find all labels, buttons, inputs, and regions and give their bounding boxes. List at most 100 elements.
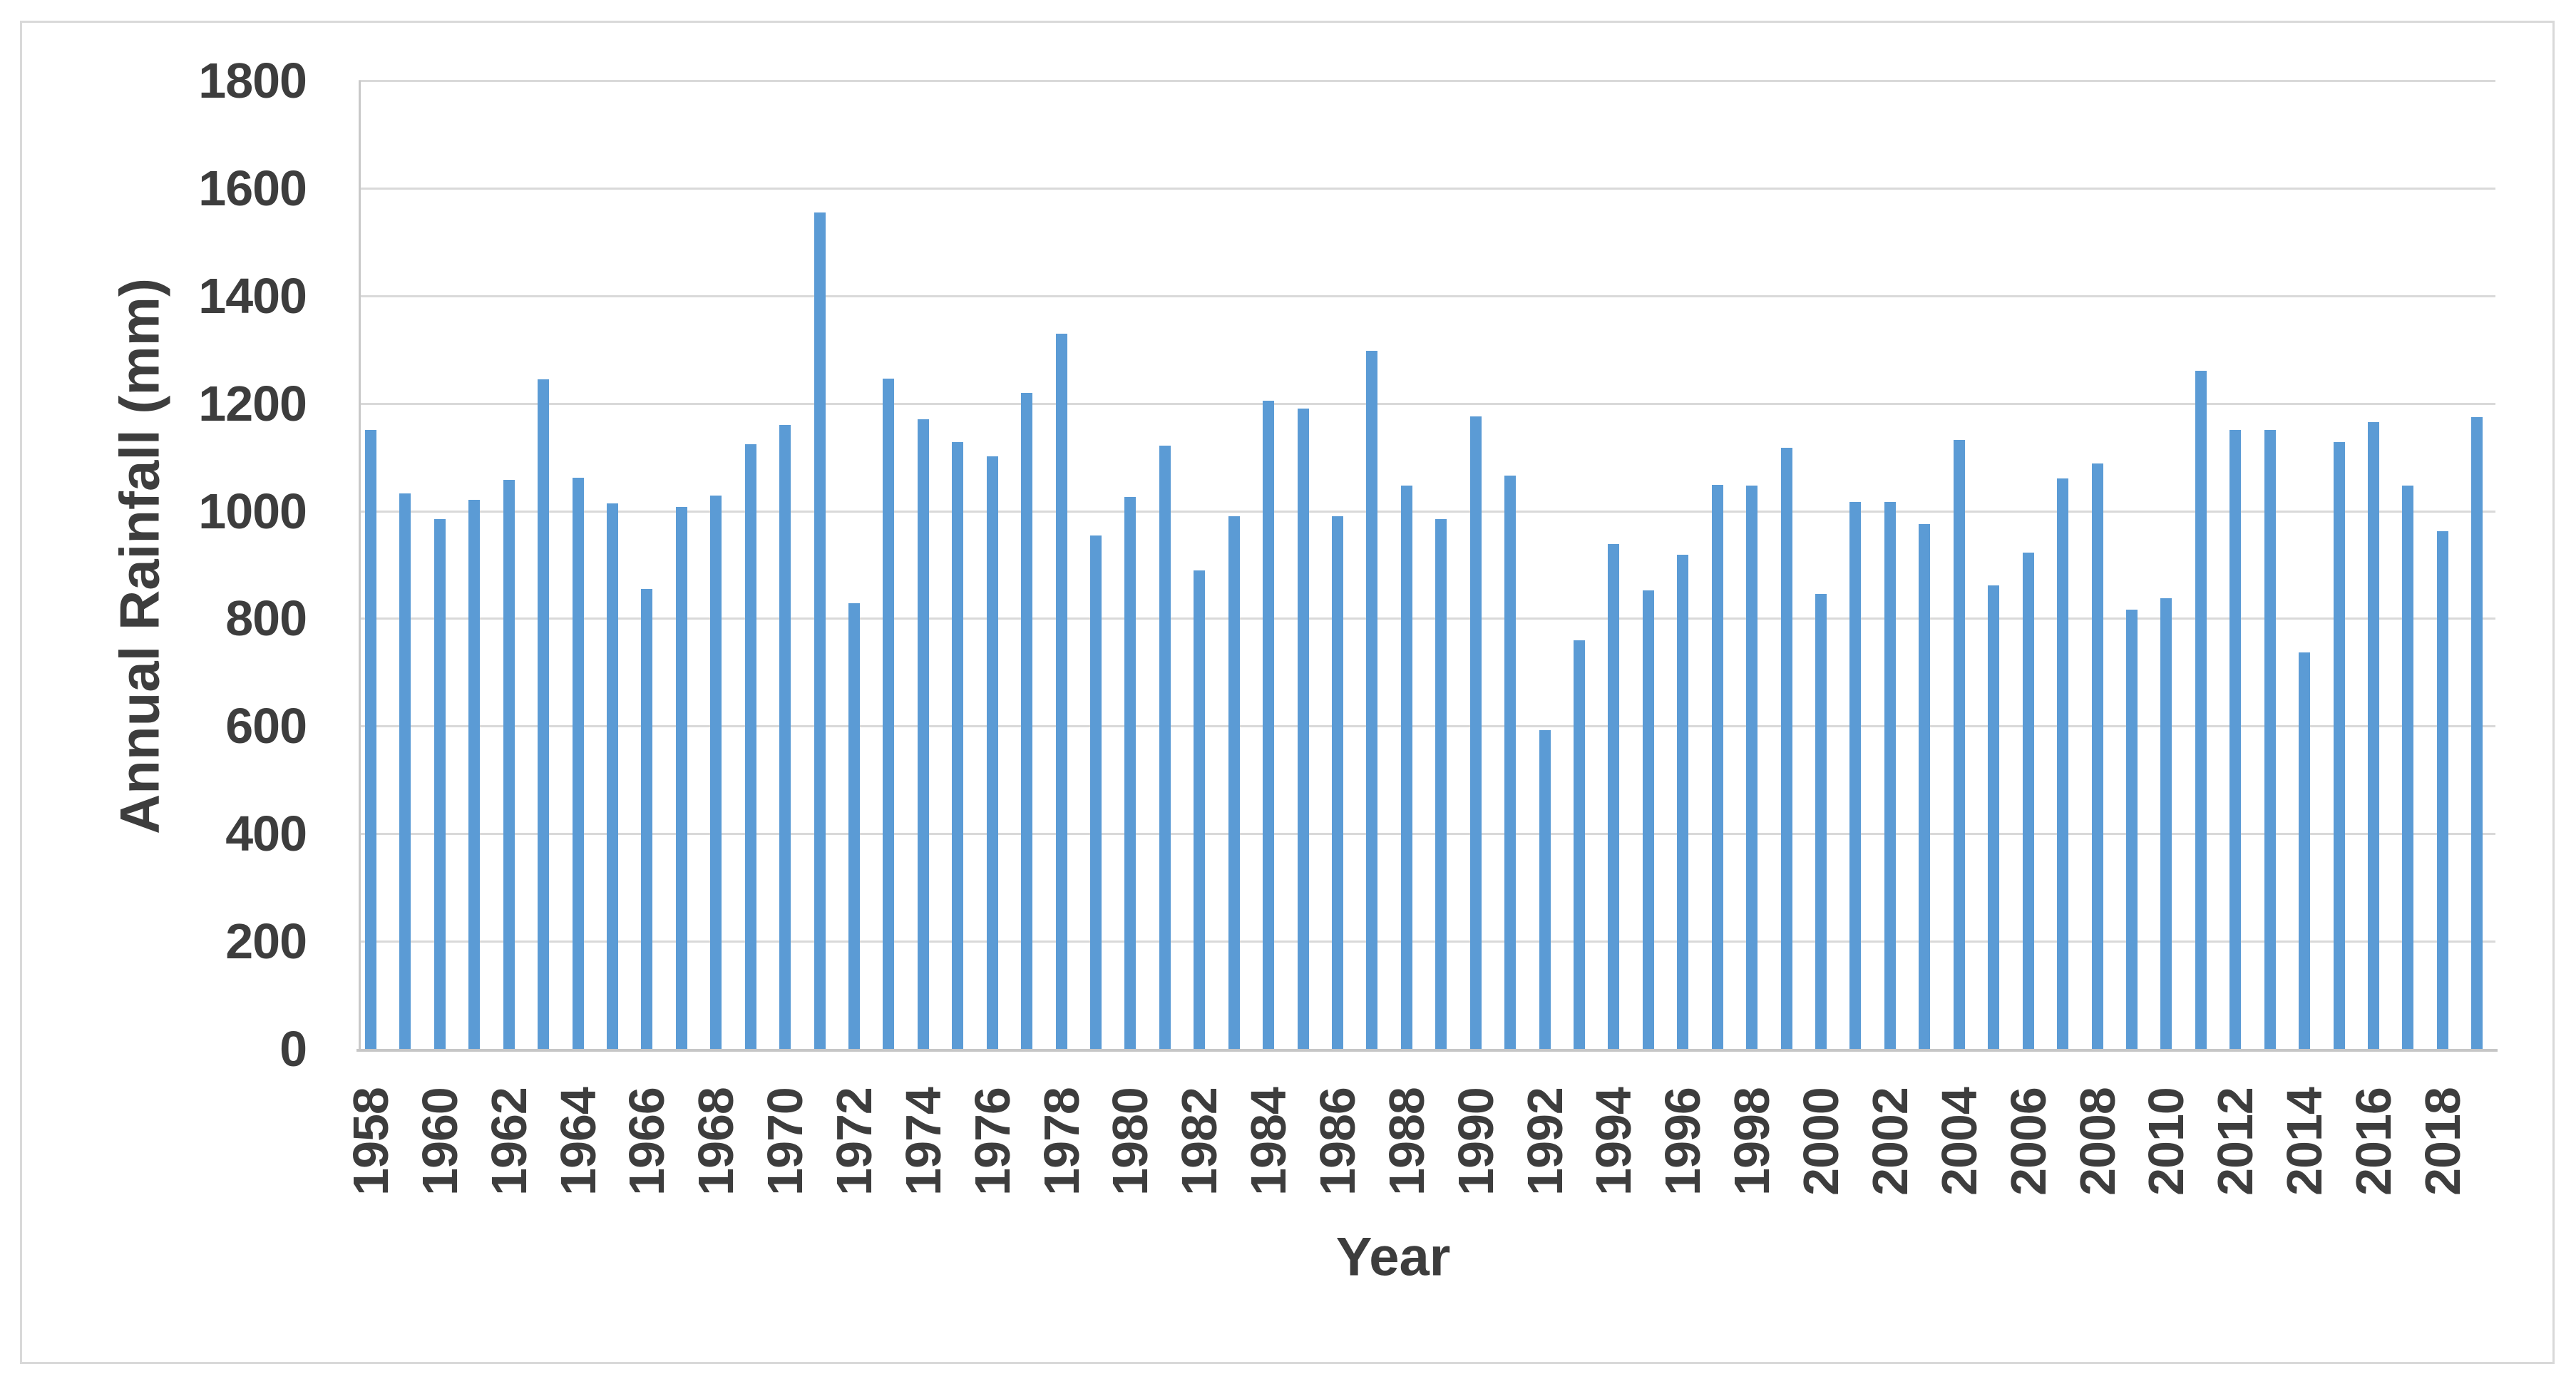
y-axis-title: Annual Rainfall (mm) bbox=[108, 277, 171, 835]
gridline-1600 bbox=[359, 187, 2495, 190]
y-tick-label-1400: 1400 bbox=[198, 267, 307, 324]
bar-1967 bbox=[675, 506, 687, 1049]
bar-2007 bbox=[2057, 478, 2069, 1049]
x-tick-label-1974: 1974 bbox=[895, 1087, 951, 1196]
y-tick-label-200: 200 bbox=[225, 913, 307, 970]
bar-2018 bbox=[2436, 531, 2448, 1049]
x-tick-label-1998: 1998 bbox=[1724, 1087, 1780, 1196]
x-tick-label-1988: 1988 bbox=[1378, 1087, 1435, 1196]
y-tick-label-1800: 1800 bbox=[198, 53, 307, 108]
bar-1981 bbox=[1159, 445, 1171, 1049]
bar-1991 bbox=[1504, 475, 1517, 1049]
y-tick-label-1200: 1200 bbox=[198, 375, 307, 431]
bar-1965 bbox=[607, 503, 618, 1049]
x-tick-label-1964: 1964 bbox=[550, 1087, 606, 1196]
y-tick-label-1000: 1000 bbox=[198, 483, 307, 539]
bar-2010 bbox=[2160, 598, 2172, 1049]
gridline-800 bbox=[359, 617, 2495, 620]
x-tick-label-1962: 1962 bbox=[481, 1087, 537, 1196]
bar-2017 bbox=[2402, 486, 2414, 1049]
x-tick-label-1968: 1968 bbox=[688, 1087, 744, 1196]
x-tick-label-1970: 1970 bbox=[757, 1087, 814, 1196]
bar-1964 bbox=[572, 477, 584, 1049]
y-tick-label-600: 600 bbox=[225, 698, 307, 754]
gridline-1800 bbox=[359, 80, 2495, 82]
x-tick-label-2018: 2018 bbox=[2414, 1087, 2470, 1196]
bar-1998 bbox=[1746, 486, 1758, 1049]
bar-2005 bbox=[1988, 585, 2000, 1049]
bar-2014 bbox=[2299, 652, 2311, 1049]
bar-2008 bbox=[2091, 463, 2103, 1049]
x-tick-label-1972: 1972 bbox=[826, 1087, 883, 1196]
bar-1985 bbox=[1297, 409, 1309, 1049]
bar-1999 bbox=[1780, 447, 1792, 1049]
y-tick-label-0: 0 bbox=[279, 1021, 307, 1077]
x-tick-label-1960: 1960 bbox=[411, 1087, 468, 1196]
bar-2009 bbox=[2125, 610, 2138, 1049]
x-tick-label-2012: 2012 bbox=[2207, 1087, 2264, 1196]
bar-1983 bbox=[1228, 516, 1240, 1049]
x-tick-label-1980: 1980 bbox=[1102, 1087, 1159, 1196]
bar-2019 bbox=[2471, 416, 2483, 1049]
bar-1970 bbox=[779, 424, 791, 1049]
bar-1977 bbox=[1021, 392, 1033, 1049]
bar-1994 bbox=[1608, 544, 1620, 1049]
plot-area bbox=[356, 80, 2498, 1052]
bar-2013 bbox=[2264, 430, 2276, 1049]
bar-1966 bbox=[641, 588, 653, 1049]
x-tick-label-1966: 1966 bbox=[619, 1087, 675, 1196]
bar-1959 bbox=[399, 493, 411, 1049]
x-axis-title: Year bbox=[1335, 1226, 1451, 1288]
bar-2006 bbox=[2022, 553, 2034, 1049]
bar-1962 bbox=[503, 479, 515, 1049]
bar-1971 bbox=[814, 212, 826, 1049]
bar-1997 bbox=[1711, 485, 1723, 1049]
bar-2003 bbox=[1919, 524, 1931, 1049]
bar-1990 bbox=[1469, 416, 1482, 1049]
bar-1973 bbox=[883, 378, 895, 1049]
bar-1960 bbox=[433, 518, 446, 1049]
x-tick-label-1992: 1992 bbox=[1517, 1087, 1573, 1196]
x-tick-label-1976: 1976 bbox=[964, 1087, 1020, 1196]
bar-1958 bbox=[365, 430, 376, 1049]
bar-1982 bbox=[1194, 570, 1206, 1049]
x-tick-label-2010: 2010 bbox=[2138, 1087, 2195, 1196]
x-tick-label-1984: 1984 bbox=[1241, 1087, 1297, 1196]
y-axis-line bbox=[359, 81, 361, 1051]
x-tick-label-2006: 2006 bbox=[2000, 1087, 2056, 1196]
x-tick-label-2000: 2000 bbox=[1793, 1087, 1849, 1196]
y-tick-label-1600: 1600 bbox=[198, 160, 307, 216]
bar-2001 bbox=[1849, 501, 1862, 1049]
x-tick-label-2004: 2004 bbox=[1931, 1087, 1987, 1196]
bar-1980 bbox=[1124, 496, 1136, 1049]
bar-1963 bbox=[538, 379, 550, 1049]
bar-1987 bbox=[1366, 350, 1378, 1049]
bar-1972 bbox=[848, 603, 861, 1049]
x-tick-label-1958: 1958 bbox=[343, 1087, 399, 1196]
x-axis-line bbox=[356, 1049, 2498, 1052]
bar-1975 bbox=[952, 441, 964, 1049]
bar-1992 bbox=[1539, 730, 1551, 1049]
x-tick-label-1996: 1996 bbox=[1655, 1087, 1711, 1196]
x-tick-label-2008: 2008 bbox=[2069, 1087, 2125, 1196]
bar-1961 bbox=[468, 500, 481, 1049]
gridline-600 bbox=[359, 725, 2495, 728]
bar-1995 bbox=[1642, 590, 1654, 1049]
bar-1988 bbox=[1400, 486, 1412, 1049]
y-tick-label-400: 400 bbox=[225, 806, 307, 862]
x-tick-label-2014: 2014 bbox=[2277, 1087, 2333, 1196]
bar-1978 bbox=[1055, 333, 1067, 1049]
gridline-1000 bbox=[359, 510, 2495, 513]
x-tick-label-1982: 1982 bbox=[1171, 1087, 1228, 1196]
bar-2015 bbox=[2333, 441, 2345, 1049]
bar-2011 bbox=[2195, 371, 2207, 1049]
bar-1993 bbox=[1574, 640, 1586, 1049]
bar-1984 bbox=[1263, 400, 1275, 1049]
bar-2002 bbox=[1884, 501, 1896, 1049]
bar-1976 bbox=[986, 456, 998, 1049]
x-tick-label-1978: 1978 bbox=[1033, 1087, 1089, 1196]
bar-1986 bbox=[1332, 516, 1344, 1049]
gridline-200 bbox=[359, 940, 2495, 943]
bar-1989 bbox=[1435, 518, 1447, 1049]
